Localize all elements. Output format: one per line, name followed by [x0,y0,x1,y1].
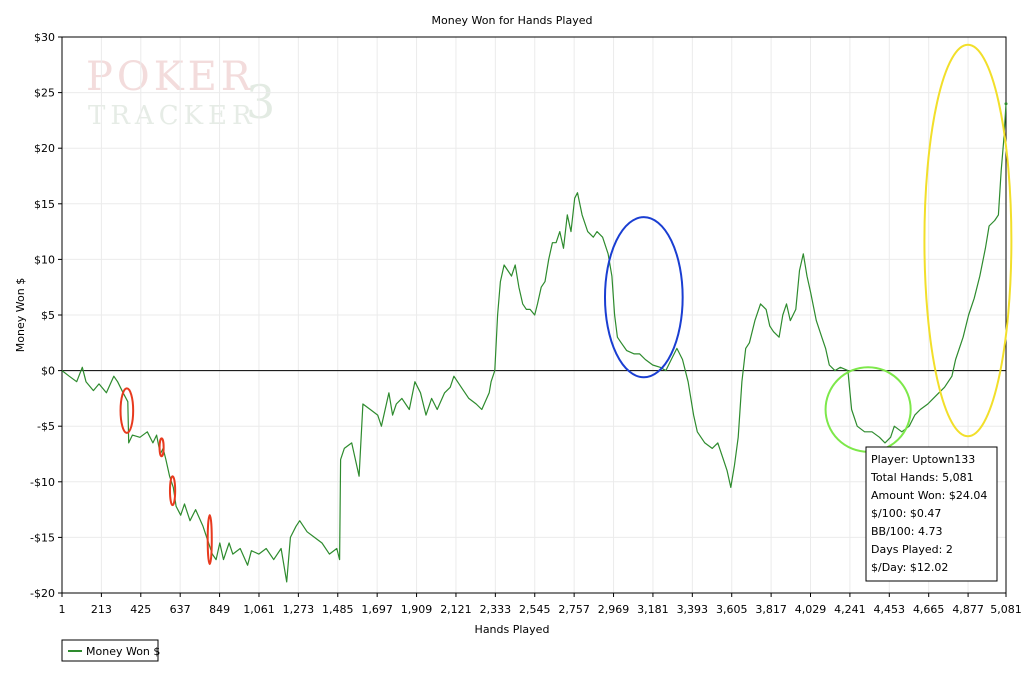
stats-box-frame [865,446,998,582]
highlight-ellipse [923,43,1013,438]
x-tick-label: 1 [59,603,66,616]
x-axis: 1 213 425 637 849 1,061 1,273 1,485 1,697 1,909 2,… [59,593,1022,616]
stat-line: $/Day: $12.02 [871,561,948,574]
series-layer [61,102,1008,583]
stat-label: Amount Won [871,489,942,502]
stat-line: Total Hands: 5,081 [870,471,974,484]
highlight-ellipse [158,437,165,458]
stat-line: Player: Uptown133 [871,453,975,466]
stat-separator: : [903,561,910,574]
stat-separator: : [905,453,912,466]
stat-value: $24.04 [949,489,988,502]
x-tick-label: 4,029 [795,603,827,616]
x-tick-label: 3,181 [637,603,669,616]
x-tick-label: 3,817 [755,603,787,616]
y-tick-label: -$20 [30,587,55,600]
x-tick-label: 1,909 [401,603,433,616]
stat-value: Uptown133 [912,453,975,466]
x-tick-label: 425 [130,603,151,616]
stat-value: $0.47 [910,507,942,520]
x-tick-label: 4,877 [952,603,984,616]
highlight-ellipse [168,475,177,507]
highlight-ellipse [206,514,213,566]
x-tick-label: 213 [91,603,112,616]
stat-label: Days Played [871,543,939,556]
stat-line: Days Played: 2 [871,543,953,556]
highlight-ellipse [824,366,912,453]
stat-value: 5,081 [942,471,974,484]
y-tick-label: $15 [34,198,55,211]
y-axis: -$20 -$15 -$10 -$5 $0 $5 $10 $15 $20 $25 $30 [30,31,62,600]
y-tick-label: -$10 [30,476,55,489]
y-tick-label: $10 [34,253,55,266]
x-tick-label: 2,121 [440,603,472,616]
y-tick-label: $25 [34,87,55,100]
stat-value: 4.73 [918,525,943,538]
stat-separator: : [939,543,946,556]
stat-label: $/100 [871,507,903,520]
watermark-word-tracker: TRACKER [88,101,257,131]
chart-title: Money Won for Hands Played [432,14,593,27]
y-tick-label: $30 [34,31,55,44]
legend-frame [61,639,159,662]
y-tick-label: -$15 [30,531,55,544]
highlight-ellipse [119,387,135,434]
x-tick-label: 4,241 [834,603,866,616]
stat-separator: : [935,471,942,484]
y-tick-label: -$5 [37,420,55,433]
x-tick-label: 1,485 [322,603,354,616]
x-tick-label: 1,697 [361,603,393,616]
x-tick-label: 3,605 [716,603,748,616]
x-tick-label: 849 [209,603,230,616]
stat-value: $12.02 [910,561,949,574]
series-end-point [1004,102,1008,106]
x-tick-label: 3,393 [677,603,709,616]
highlight-ellipse [603,216,684,379]
legend-label: Money Won $ [86,645,160,658]
stat-separator: : [911,525,918,538]
legend: Money Won $ [61,639,160,662]
x-tick-label: 5,081 [990,603,1022,616]
y-tick-label: $0 [41,365,55,378]
stat-separator: : [903,507,910,520]
y-tick-label: $20 [34,142,55,155]
stat-line: $/100: $0.47 [871,507,941,520]
x-tick-label: 637 [170,603,191,616]
stat-label: $/Day [871,561,904,574]
stat-separator: : [942,489,949,502]
watermark-version: 3 [246,75,275,129]
stat-line: Amount Won: $24.04 [871,489,987,502]
x-tick-label: 1,061 [243,603,275,616]
x-tick-label: 1,273 [283,603,315,616]
x-tick-label: 4,665 [913,603,945,616]
stat-label: Total Hands [870,471,935,484]
stat-value: 2 [946,543,953,556]
stat-line: BB/100: 4.73 [871,525,943,538]
series-line-money-won [61,103,1007,583]
x-tick-label: 4,453 [874,603,906,616]
x-tick-label: 2,969 [598,603,630,616]
stat-label: Player [871,453,906,466]
stat-label: BB/100 [871,525,911,538]
x-axis-label: Hands Played [475,623,550,636]
y-tick-label: $5 [41,309,55,322]
x-tick-label: 2,333 [480,603,512,616]
x-tick-label: 2,757 [558,603,590,616]
annotations-layer [119,43,1013,566]
x-tick-label: 2,545 [519,603,551,616]
y-axis-label: Money Won $ [14,278,27,352]
